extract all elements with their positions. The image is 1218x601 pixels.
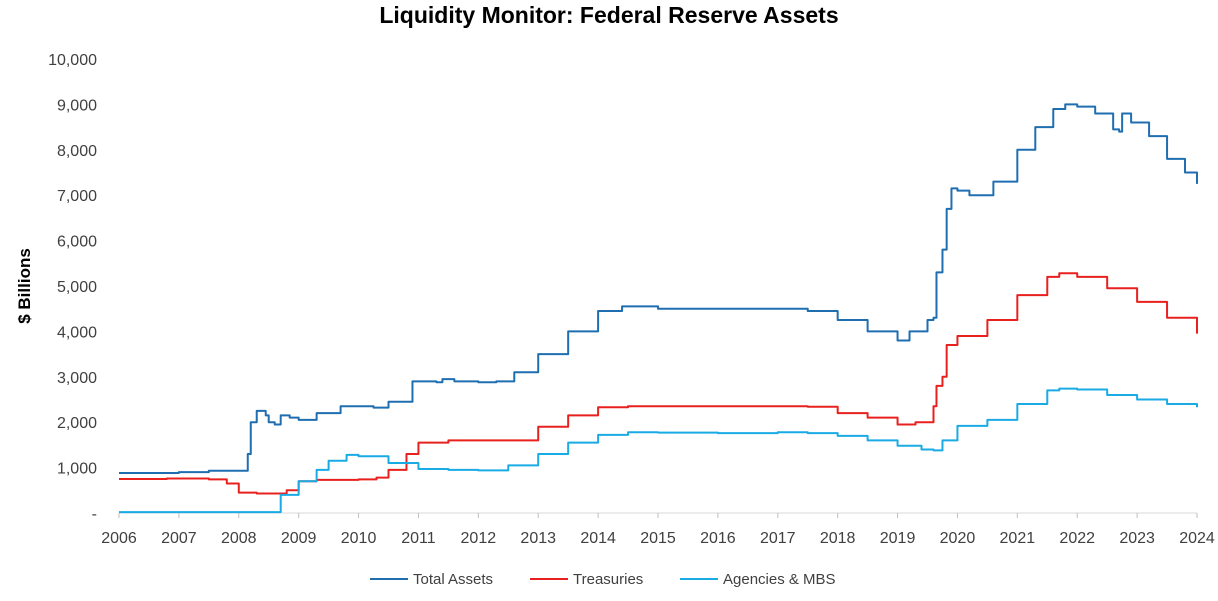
x-tick-label: 2021 — [1000, 530, 1036, 547]
x-tick-label: 2017 — [760, 530, 796, 547]
series-line-agencies-mbs — [119, 387, 1198, 514]
series-line-total-assets — [119, 103, 1198, 475]
x-tick-label: 2016 — [700, 530, 736, 547]
x-tick-label: 2020 — [940, 530, 976, 547]
x-tick-label: 2014 — [580, 530, 616, 547]
y-tick-label: 4,000 — [57, 324, 97, 341]
x-tick-label: 2015 — [640, 530, 676, 547]
y-tick-label: 5,000 — [57, 279, 97, 296]
x-tick-label: 2024 — [1179, 530, 1215, 547]
x-tick-label: 2013 — [520, 530, 556, 547]
y-tick-label: 8,000 — [57, 143, 97, 160]
y-tick-label: 2,000 — [57, 415, 97, 432]
x-tick-label: 2010 — [341, 530, 377, 547]
x-tick-label: 2018 — [820, 530, 856, 547]
chart-title: Liquidity Monitor: Federal Reserve Asset… — [379, 2, 839, 28]
legend-label: Treasuries — [573, 571, 643, 588]
x-tick-label: 2012 — [461, 530, 497, 547]
x-tick-label: 2022 — [1059, 530, 1095, 547]
y-axis-title: $ Billions — [15, 248, 34, 324]
x-tick-label: 2008 — [221, 530, 257, 547]
y-tick-label: 9,000 — [57, 97, 97, 114]
y-tick-label: 3,000 — [57, 370, 97, 387]
series-line-treasuries — [119, 272, 1198, 495]
y-tick-label: 1,000 — [57, 461, 97, 478]
y-tick-label: 10,000 — [48, 52, 97, 69]
y-tick-label: 6,000 — [57, 234, 97, 251]
x-tick-label: 2019 — [880, 530, 916, 547]
x-tick-label: 2011 — [401, 530, 436, 547]
plot-area: - 1,000 2,000 3,000 4,000 5,000 6,000 7,000 8,00… — [15, 52, 1215, 588]
y-tick-label: - — [92, 506, 97, 523]
x-tick-label: 2006 — [101, 530, 137, 547]
legend-label: Agencies & MBS — [723, 571, 836, 588]
x-tick-label: 2009 — [281, 530, 317, 547]
y-tick-label: 7,000 — [57, 188, 97, 205]
x-tick-label: 2023 — [1119, 530, 1155, 547]
x-tick-label: 2007 — [161, 530, 197, 547]
legend-label: Total Assets — [413, 571, 493, 588]
